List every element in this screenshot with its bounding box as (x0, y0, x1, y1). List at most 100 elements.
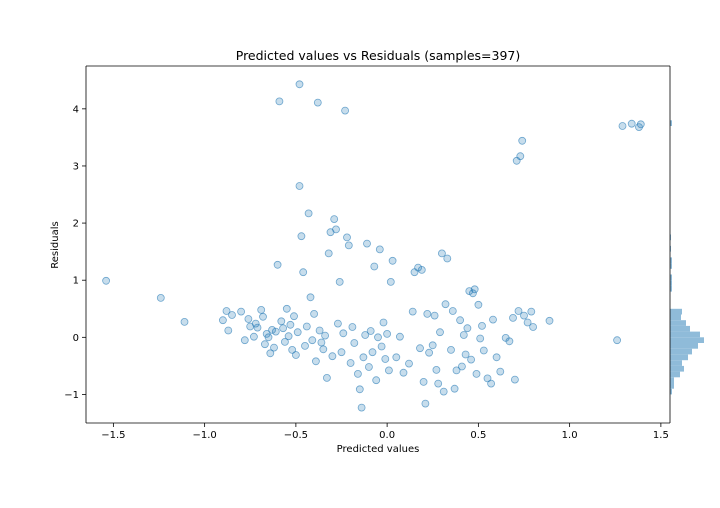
data-point (319, 345, 328, 354)
marginal-histogram (670, 120, 704, 395)
histogram-bar (670, 325, 690, 332)
data-point (375, 245, 384, 254)
data-point (456, 316, 465, 325)
data-point (492, 353, 501, 362)
data-point (416, 344, 424, 353)
data-point (496, 367, 505, 376)
data-point (383, 329, 392, 338)
data-point (388, 256, 397, 265)
histogram-bar (670, 234, 671, 241)
histogram-bar (670, 285, 672, 292)
data-point (468, 289, 477, 298)
data-point (527, 307, 536, 316)
data-point (448, 307, 457, 315)
histogram-bar (670, 320, 686, 326)
data-point (374, 333, 382, 342)
data-point (280, 337, 289, 346)
data-point (461, 350, 470, 359)
data-point (228, 311, 236, 319)
data-point (270, 343, 278, 352)
data-point (511, 375, 519, 384)
data-point (346, 359, 355, 367)
data-point (372, 376, 381, 385)
data-point (357, 403, 366, 412)
data-point (514, 307, 523, 315)
data-point (421, 399, 430, 408)
data-point (463, 324, 472, 333)
y-tick-label: 0 (73, 333, 79, 344)
data-point (299, 268, 308, 277)
x-tick-label: −1.5 (101, 430, 125, 441)
x-tick-label: −1.0 (192, 430, 216, 441)
data-point (377, 342, 386, 351)
data-point (364, 363, 373, 371)
scatter-points (102, 80, 645, 412)
data-point (436, 328, 444, 337)
x-tick-label: 0.0 (379, 430, 395, 441)
data-point (417, 265, 426, 274)
data-point (275, 97, 284, 106)
x-tick-label: 1.0 (562, 430, 578, 441)
data-point (443, 254, 452, 263)
data-point (333, 319, 342, 328)
data-point (439, 387, 448, 396)
data-point (102, 276, 110, 285)
x-tick-label: −0.5 (284, 430, 308, 441)
data-point (478, 321, 486, 330)
data-point (328, 352, 337, 361)
data-point (311, 357, 320, 366)
data-point (392, 353, 401, 362)
data-point (156, 293, 165, 302)
data-point (450, 384, 459, 393)
data-point (282, 304, 291, 313)
histogram-bar (670, 120, 672, 126)
data-point (366, 327, 375, 335)
data-point (332, 225, 340, 234)
data-point (359, 353, 368, 362)
data-point (423, 309, 432, 318)
data-point (353, 369, 362, 378)
data-point (529, 323, 537, 331)
data-point (350, 339, 359, 347)
data-point (301, 341, 309, 350)
data-point (459, 331, 468, 339)
data-point (324, 249, 333, 258)
data-point (180, 317, 189, 326)
data-point (313, 98, 322, 107)
data-point (447, 345, 455, 354)
data-point (295, 80, 304, 89)
data-point (322, 373, 331, 382)
axes: −1.5 −1.0 −0.5 0.0 0.5 1.0 1.5 −1 0 1 2 3 4 (64, 65, 671, 441)
data-point (432, 365, 441, 374)
data-point (489, 315, 497, 324)
data-point (368, 348, 377, 357)
data-point (487, 379, 496, 388)
data-point (330, 215, 339, 224)
histogram-bar (670, 257, 672, 264)
plot-background (86, 66, 670, 423)
data-point (253, 323, 262, 332)
data-point (520, 311, 528, 320)
data-point (355, 385, 364, 394)
data-point (290, 312, 298, 321)
data-point (457, 362, 466, 371)
data-point (295, 182, 304, 190)
data-point (395, 332, 404, 341)
chart-title: Predicted values vs Residuals (samples=3… (236, 48, 521, 63)
histogram-bar (670, 360, 682, 366)
data-point (308, 336, 317, 345)
data-point (467, 355, 476, 364)
data-point (370, 262, 379, 271)
histogram-bar (670, 377, 674, 383)
data-point (405, 359, 413, 368)
data-point (310, 309, 319, 318)
data-point (523, 318, 532, 327)
data-point (474, 300, 483, 309)
data-point (297, 232, 306, 241)
data-point (505, 337, 514, 346)
data-point (244, 315, 253, 323)
histogram-bar (670, 314, 681, 321)
data-point (271, 327, 280, 336)
data-point (613, 336, 621, 345)
